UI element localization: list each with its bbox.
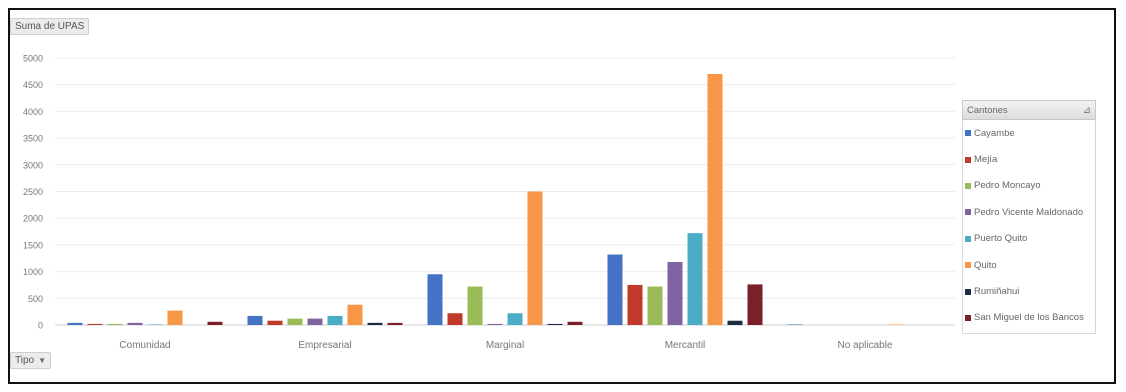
bar[interactable] (147, 324, 163, 325)
legend-label: Pedro Vicente Maldonado (974, 206, 1084, 218)
bar[interactable] (747, 284, 763, 325)
legend-swatch (965, 288, 971, 295)
bar[interactable] (727, 320, 743, 325)
legend-item[interactable]: Puerto Quito (965, 226, 1095, 252)
legend-label: Mejía (974, 154, 998, 166)
legend-item[interactable]: Pedro Vicente Maldonado (965, 199, 1095, 225)
bar[interactable] (287, 318, 303, 325)
bar[interactable] (667, 261, 683, 325)
y-tick-label: 1000 (23, 267, 43, 277)
bars (67, 74, 903, 326)
bar[interactable] (367, 322, 383, 325)
legend-list: Cayambe Mejía Pedro Moncayo Pedro Vicente M… (962, 120, 1096, 335)
chart-frame (8, 8, 1116, 384)
axis-field-label: Tipo (15, 355, 35, 366)
x-axis-ticks: Comunidad Empresarial Marginal Mercantil No … (119, 340, 893, 351)
bar[interactable] (347, 304, 363, 325)
legend-label: Pedro Moncayo (974, 180, 1041, 192)
x-tick-label: Empresarial (298, 340, 351, 351)
legend-swatch (965, 156, 971, 163)
bar[interactable] (887, 324, 903, 325)
legend-swatch (965, 262, 971, 269)
y-tick-label: 2000 (23, 214, 43, 224)
y-tick-label: 3000 (23, 160, 43, 170)
bar[interactable] (487, 323, 503, 325)
legend-item[interactable]: Quito (965, 252, 1095, 278)
bar[interactable] (547, 323, 563, 325)
legend-item[interactable]: Cayambe (965, 120, 1095, 146)
bar[interactable] (327, 315, 343, 325)
bar[interactable] (207, 321, 223, 325)
bar[interactable] (507, 313, 523, 325)
bar[interactable] (707, 74, 723, 326)
legend: Cantones ⊿ Cayambe Mejía Pedro Moncayo Pedr… (962, 100, 1096, 335)
bar[interactable] (387, 322, 403, 325)
bar[interactable] (447, 313, 463, 325)
bar[interactable] (427, 274, 443, 325)
x-tick-label: Comunidad (119, 340, 170, 351)
bar[interactable] (787, 324, 803, 325)
bar[interactable] (687, 233, 703, 325)
bar[interactable] (307, 318, 323, 325)
legend-label: Rumiñahui (974, 286, 1020, 298)
legend-swatch (965, 130, 971, 137)
y-tick-label: 4000 (23, 107, 43, 117)
legend-swatch (965, 182, 971, 189)
legend-label: San Miguel de los Bancos (974, 312, 1084, 324)
bar[interactable] (267, 320, 283, 325)
y-axis-ticks: 0 500 1000 1500 2000 2500 3000 3500 4000 4500 5000 (23, 54, 43, 331)
x-tick-label: Marginal (486, 340, 524, 351)
axis-field-button[interactable]: Tipo ▼ (10, 352, 52, 369)
gridlines (55, 57, 955, 326)
bar[interactable] (167, 310, 183, 325)
bar[interactable] (627, 284, 643, 325)
y-tick-label: 4500 (23, 80, 43, 90)
bar[interactable] (87, 323, 103, 325)
x-tick-label: No aplicable (837, 340, 892, 351)
bar[interactable] (247, 315, 263, 325)
bar[interactable] (67, 322, 83, 325)
y-tick-label: 500 (28, 294, 43, 304)
legend-title: Cantones (967, 104, 1008, 116)
bar[interactable] (647, 286, 663, 325)
y-tick-label: 5000 (23, 54, 43, 64)
legend-item[interactable]: San Miguel de los Bancos (965, 305, 1095, 331)
y-tick-label: 0 (38, 321, 43, 331)
legend-header[interactable]: Cantones ⊿ (962, 100, 1096, 120)
legend-swatch (965, 209, 971, 216)
bar[interactable] (127, 322, 143, 325)
y-tick-label: 1500 (23, 240, 43, 250)
legend-label: Puerto Quito (974, 233, 1028, 245)
filter-icon[interactable]: ⊿ (1082, 104, 1091, 116)
bar[interactable] (467, 286, 483, 325)
legend-label: Quito (974, 259, 997, 271)
legend-swatch (965, 314, 971, 321)
y-tick-label: 3500 (23, 134, 43, 144)
legend-swatch (965, 235, 971, 242)
bar[interactable] (567, 321, 583, 325)
legend-item[interactable]: Pedro Moncayo (965, 173, 1095, 199)
bar[interactable] (607, 254, 623, 325)
bar[interactable] (527, 191, 543, 326)
x-tick-label: Mercantil (665, 340, 706, 351)
value-field-button[interactable]: Suma de UPAS (10, 18, 90, 35)
legend-label: Cayambe (974, 127, 1015, 139)
legend-item[interactable]: Mejía (965, 146, 1095, 172)
dropdown-arrow-icon: ▼ (38, 356, 47, 365)
legend-item[interactable]: Rumiñahui (965, 278, 1095, 304)
bar[interactable] (107, 323, 123, 325)
y-tick-label: 2500 (23, 187, 43, 197)
